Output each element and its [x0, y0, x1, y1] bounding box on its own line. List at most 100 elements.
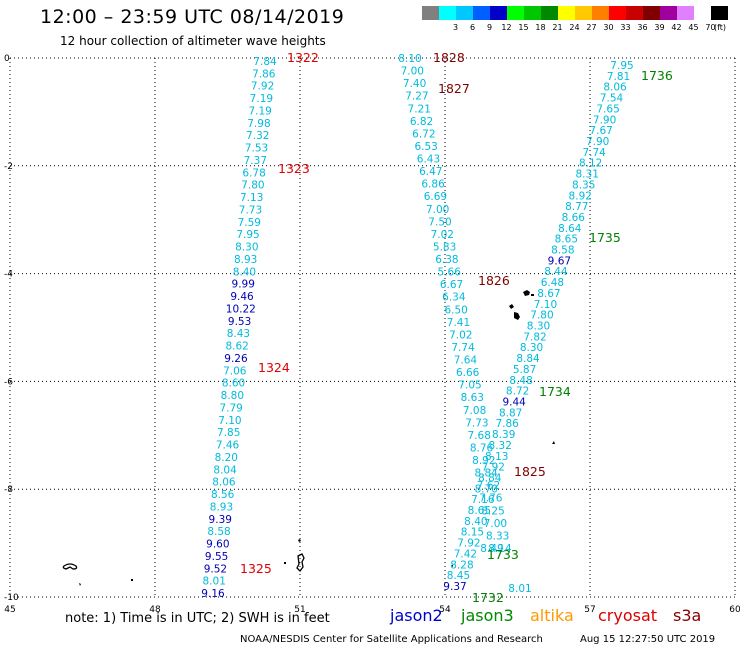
- wave-height-value: 7.08: [463, 405, 486, 417]
- wave-height-value: 8.60: [222, 378, 245, 390]
- wave-height-value: 5.87: [513, 364, 536, 376]
- wave-height-value: 8.15: [461, 527, 484, 539]
- wave-height-value: 7.16: [471, 494, 495, 506]
- wave-height-value: 7.13: [240, 192, 263, 204]
- wave-height-value: 8.48: [509, 375, 532, 387]
- wave-height-value: 7.62: [477, 480, 500, 492]
- wave-height-value: 6.53: [414, 141, 437, 153]
- wave-height-value: 7.64: [454, 355, 478, 367]
- credit-line: NOAA/NESDIS Center for Satellite Applica…: [240, 634, 543, 645]
- wave-height-value: 8.93: [210, 501, 233, 513]
- wave-height-value: 7.85: [217, 427, 240, 439]
- color-tick-label: 36: [637, 23, 648, 32]
- wave-height-value: 7.92: [251, 81, 274, 93]
- wave-height-value: 6.47: [419, 166, 442, 178]
- pass-time-label: 1322: [287, 50, 319, 65]
- satellite-legend-item: jason2: [390, 606, 443, 625]
- wave-height-value: 9.44: [502, 396, 526, 408]
- color-tick-label: 18: [535, 23, 546, 32]
- color-swatch: [609, 6, 626, 20]
- color-tick-label: 39: [654, 23, 665, 32]
- wave-height-value: 8.56: [211, 489, 235, 501]
- island-aldabra: [62, 563, 78, 570]
- color-swatch: [558, 6, 575, 20]
- lat-label: -4: [4, 270, 13, 280]
- wave-height-value: 7.06: [223, 365, 247, 377]
- pass-time-label: 1325: [240, 561, 272, 576]
- wave-height-value: 7.76: [479, 493, 503, 505]
- wave-height-value: 8.13: [485, 451, 508, 463]
- color-swatch: [643, 6, 660, 20]
- color-tick-label: 70: [705, 23, 716, 32]
- wave-height-value: 8.30: [235, 242, 258, 254]
- pass-time-labels: 1322 1323 1324 1325 1828 1827 1826 1825 1736 1735…: [240, 50, 673, 605]
- wave-height-value: 6.82: [410, 116, 433, 128]
- color-tick-label: 12: [501, 23, 512, 32]
- wave-height-value: 8.30: [527, 321, 550, 333]
- wave-height-value: 8.44: [544, 266, 568, 278]
- wave-height-value: 8.31: [576, 169, 599, 181]
- wave-height-value: 8.25: [481, 505, 504, 517]
- wave-height-value: 8.84: [478, 472, 502, 484]
- wave-height-value: 7.79: [219, 402, 242, 414]
- lat-label: -10: [4, 593, 19, 603]
- color-tick-label: 9: [486, 23, 493, 32]
- wave-height-value: 8.65: [555, 234, 578, 246]
- wave-height-value: 7.95: [610, 60, 633, 72]
- wave-height-value: 8.35: [572, 179, 595, 191]
- generation-timestamp: Aug 15 12:27:50 UTC 2019: [580, 634, 716, 645]
- lon-label: 57: [584, 605, 595, 615]
- color-swatch: [575, 6, 592, 20]
- color-swatch: [711, 6, 728, 20]
- pass-time-label: 1733: [487, 547, 519, 562]
- wave-height-value: 8.01: [203, 576, 226, 588]
- lon-label: 45: [4, 605, 15, 615]
- satellite-legend-item: cryosat: [598, 606, 658, 625]
- wave-height-value: 7.53: [245, 143, 268, 155]
- wave-height-value: 7.50: [428, 216, 451, 228]
- wave-height-value: 7.02: [431, 229, 454, 241]
- lat-label: -6: [4, 377, 13, 387]
- lat-label: 0: [4, 54, 10, 64]
- wave-height-value: 8.12: [579, 158, 602, 170]
- wave-height-value: 8.06: [603, 82, 627, 94]
- wave-height-value: 8.40: [233, 266, 256, 278]
- wave-height-value: 7.27: [405, 91, 428, 103]
- wave-height-value: 7.40: [403, 78, 426, 90]
- wave-height-value: 6.72: [412, 128, 435, 140]
- map-title: 12:00 – 23:59 UTC 08/14/2019: [40, 6, 345, 28]
- color-tick-label: 45: [688, 23, 699, 32]
- wave-height-value: 6.67: [440, 279, 463, 291]
- wave-height-value: 7.00: [484, 518, 507, 530]
- wave-height-value: 8.43: [227, 328, 250, 340]
- wave-height-value: 8.06: [212, 477, 236, 489]
- wave-height-value: 7.81: [607, 71, 630, 83]
- wave-height-value: 9.52: [204, 563, 227, 575]
- color-swatch: [439, 6, 456, 20]
- color-tick-label: 24: [569, 23, 580, 32]
- wave-height-value: 8.76: [470, 442, 494, 454]
- wave-height-value: 6.50: [444, 304, 467, 316]
- wave-height-value: 7.59: [238, 217, 261, 229]
- wave-height-value: 7.32: [246, 130, 269, 142]
- wave-height-value: 8.30: [520, 342, 543, 354]
- pass-time-label: 1732: [472, 590, 504, 605]
- wave-height-value: 8.84: [474, 468, 498, 480]
- wave-height-value: 8.04: [213, 464, 237, 476]
- wave-height-value: 8.10: [398, 53, 421, 65]
- wave-height-value: 8.49: [480, 543, 503, 555]
- pass-time-label: 1825: [514, 464, 546, 479]
- wave-height-value: 8.20: [215, 452, 238, 464]
- wave-height-value: 7.73: [465, 417, 488, 429]
- color-swatch: [473, 6, 490, 20]
- wave-height-value: 8.70: [475, 483, 498, 495]
- pass-time-label: 1828: [433, 50, 465, 65]
- wave-height-value: 7.86: [495, 418, 519, 430]
- wave-height-value: 7.19: [248, 105, 271, 117]
- wave-height-value: 8.39: [492, 429, 515, 441]
- wave-height-value: 7.98: [247, 118, 270, 130]
- pass-time-label: 1826: [478, 273, 510, 288]
- wave-height-value: 8.32: [489, 440, 512, 452]
- wave-height-value: 6.34: [442, 292, 466, 304]
- pass-time-label: 1827: [438, 81, 470, 96]
